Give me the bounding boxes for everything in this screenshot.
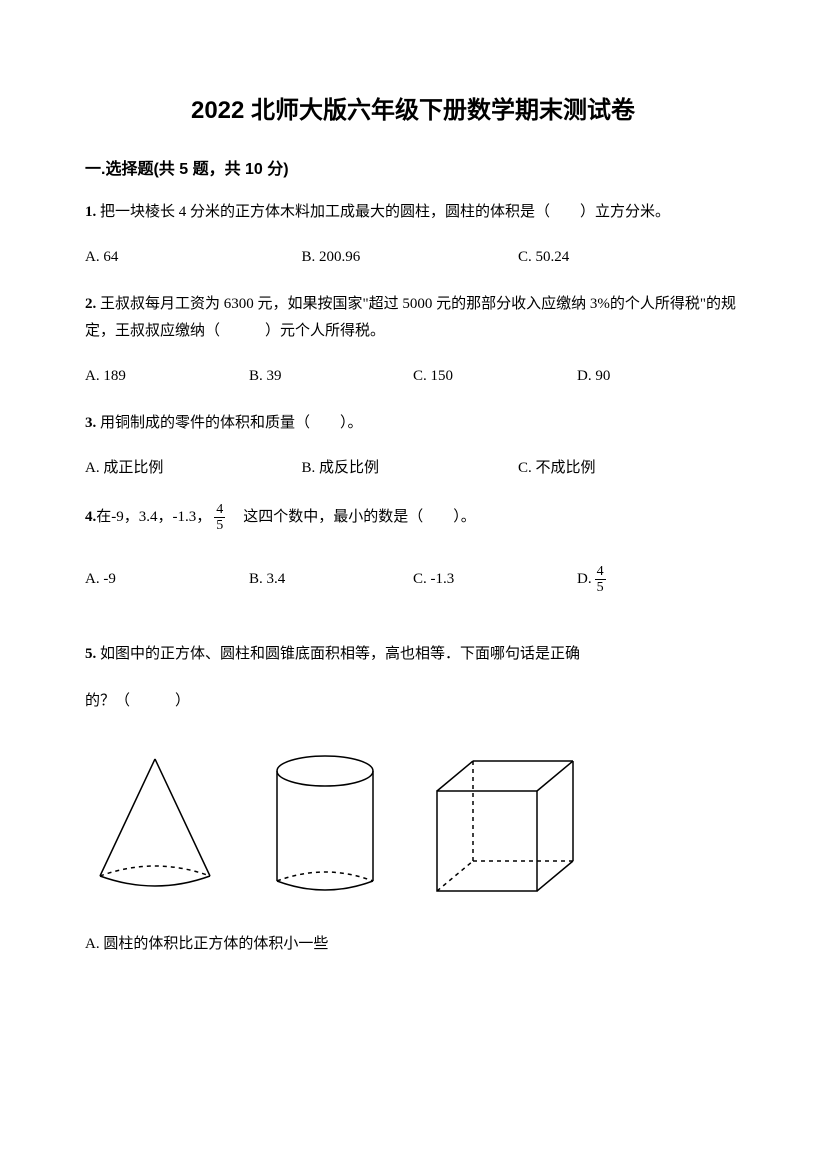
q2-opt-b: B. 39 — [249, 363, 413, 390]
q4-opt-c: C. -1.3 — [413, 564, 577, 596]
q1-opt-a: A. 64 — [85, 244, 301, 271]
q1-text: 把一块棱长 4 分米的正方体木料加工成最大的圆柱，圆柱的体积是（ ）立方分米。 — [100, 204, 670, 220]
q4-options: A. -9 B. 3.4 C. -1.3 D. 4 5 — [85, 564, 741, 596]
q4-opt-a: A. -9 — [85, 564, 249, 596]
q3-options: A. 成正比例 B. 成反比例 C. 不成比例 — [85, 455, 741, 482]
q2-opt-d: D. 90 — [577, 363, 741, 390]
q4-text-before: 在-9，3.4，-1.3， — [96, 504, 211, 531]
page-title: 2022 北师大版六年级下册数学期末测试卷 — [85, 90, 741, 125]
question-5: 5. 如图中的正方体、圆柱和圆锥底面积相等，高也相等．下面哪句话是正确 — [85, 636, 741, 674]
q3-opt-c: C. 不成比例 — [518, 455, 734, 482]
q4-opt-d-fraction: 4 5 — [595, 564, 606, 596]
q1-options: A. 64 B. 200.96 C. 50.24 — [85, 244, 741, 271]
q3-opt-b: B. 成反比例 — [301, 455, 517, 482]
q2-opt-c: C. 150 — [413, 363, 577, 390]
q5-num: 5. — [85, 646, 96, 662]
q1-opt-b: B. 200.96 — [301, 244, 517, 271]
question-1: 1. 把一块棱长 4 分米的正方体木料加工成最大的圆柱，圆柱的体积是（ ）立方分… — [85, 199, 741, 226]
q2-options: A. 189 B. 39 C. 150 D. 90 — [85, 363, 741, 390]
q2-opt-a: A. 189 — [85, 363, 249, 390]
q1-opt-c: C. 50.24 — [518, 244, 734, 271]
q4-frac-num: 4 — [214, 502, 225, 518]
question-3: 3. 用铜制成的零件的体积和质量（ ）。 — [85, 410, 741, 437]
q4-frac-den: 5 — [214, 518, 225, 533]
q4-optd-den: 5 — [595, 580, 606, 595]
shapes-container — [85, 751, 741, 901]
q4-text-after: 这四个数中，最小的数是（ ）。 — [228, 504, 476, 531]
section-header: 一.选择题(共 5 题，共 10 分) — [85, 155, 741, 179]
q4-opt-b: B. 3.4 — [249, 564, 413, 596]
q4-num: 4. — [85, 504, 96, 531]
q4-optd-num: 4 — [595, 564, 606, 580]
q4-opt-d-prefix: D. — [577, 566, 592, 593]
question-2: 2. 王叔叔每月工资为 6300 元，如果按国家"超过 5000 元的那部分收入… — [85, 291, 741, 345]
q5-text-2: 的？（ ） — [85, 683, 741, 721]
q2-text: 王叔叔每月工资为 6300 元，如果按国家"超过 5000 元的那部分收入应缴纳… — [85, 296, 736, 339]
q2-num: 2. — [85, 296, 96, 312]
q5-opt-a: A. 圆柱的体积比正方体的体积小一些 — [85, 931, 741, 958]
cube-shape — [425, 751, 585, 901]
q3-opt-a: A. 成正比例 — [85, 455, 301, 482]
q4-fraction: 4 5 — [214, 502, 225, 534]
q5-text-1: 如图中的正方体、圆柱和圆锥底面积相等，高也相等．下面哪句话是正确 — [100, 646, 580, 662]
cylinder-shape — [265, 751, 385, 901]
q1-num: 1. — [85, 204, 96, 220]
cone-shape — [85, 751, 225, 901]
q3-num: 3. — [85, 415, 96, 431]
q4-opt-d: D. 4 5 — [577, 564, 741, 596]
q3-text: 用铜制成的零件的体积和质量（ ）。 — [100, 415, 363, 431]
question-4: 4. 在-9，3.4，-1.3， 4 5 这四个数中，最小的数是（ ）。 — [85, 502, 741, 534]
